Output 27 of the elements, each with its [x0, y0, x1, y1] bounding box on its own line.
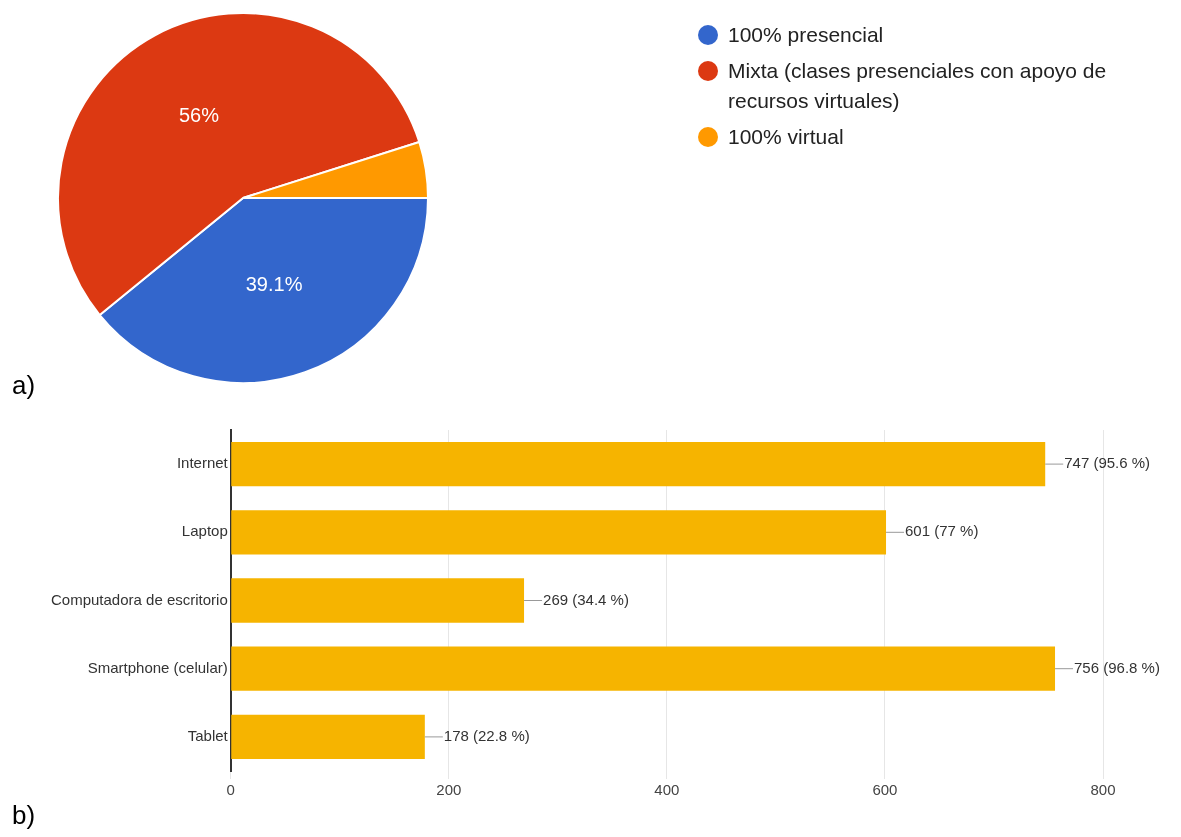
legend-label: 100% virtual [728, 124, 844, 150]
x-tick-label: 200 [436, 781, 462, 799]
bar [231, 714, 425, 760]
data-label: 756 (96.8 %) [1074, 658, 1160, 676]
bar [231, 646, 1056, 691]
data-label: 56% [178, 104, 220, 127]
legend-label: 100% presencial [728, 22, 884, 48]
x-tick-label: 400 [654, 781, 680, 799]
x-tick-label: 0 [226, 781, 235, 799]
text: b) [12, 800, 36, 831]
legend-label: Mixta (clases presenciales con apoyo de recursos virtuales) [728, 58, 1108, 114]
data-label: 269 (34.4 %) [543, 590, 629, 608]
y-tick-label: Internet [176, 454, 229, 472]
text: a) [12, 370, 36, 401]
x-tick-label: 600 [872, 781, 898, 799]
y-tick-label: Tablet [187, 727, 229, 745]
data-label: 601 (77 %) [905, 522, 979, 540]
y-tick-label: Computadora de escritorio [50, 590, 228, 608]
bar [231, 441, 1046, 487]
y-tick-label: Laptop [181, 522, 228, 540]
bar [231, 510, 887, 555]
data-label: 178 (22.8 %) [443, 727, 530, 745]
x-tick-label: 800 [1090, 781, 1116, 799]
data-label: 39.1% [245, 272, 303, 295]
data-label: 747 (95.6 %) [1064, 454, 1151, 472]
y-tick-label: Smartphone (celular) [87, 658, 228, 676]
bar [231, 578, 525, 623]
